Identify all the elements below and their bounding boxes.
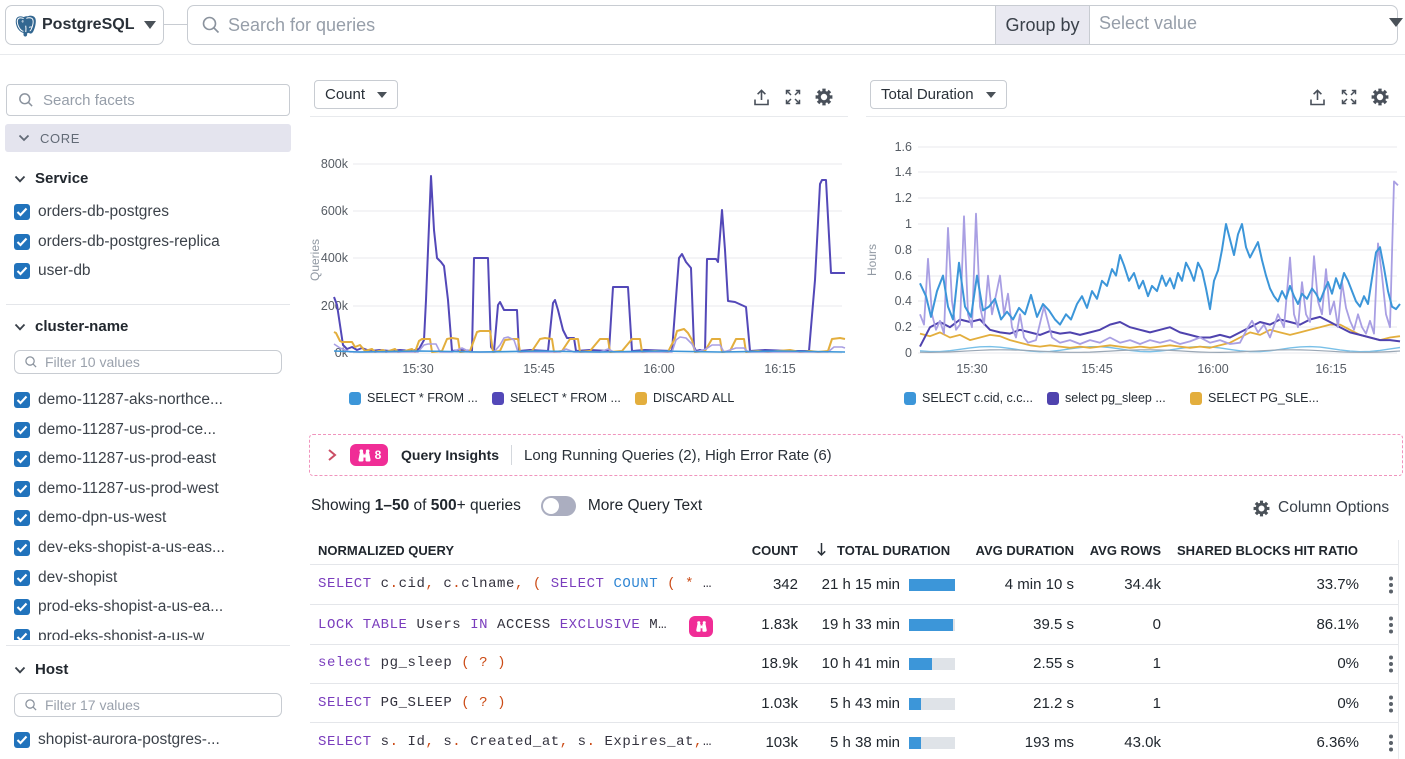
svg-text:16:15: 16:15 bbox=[764, 362, 795, 376]
svg-text:0.8: 0.8 bbox=[895, 243, 912, 257]
svg-text:16:15: 16:15 bbox=[1315, 362, 1346, 376]
svg-text:1.4: 1.4 bbox=[895, 165, 912, 179]
svg-text:0.6: 0.6 bbox=[895, 269, 912, 283]
svg-text:15:30: 15:30 bbox=[956, 362, 987, 376]
svg-text:800k: 800k bbox=[321, 157, 349, 171]
svg-text:1.6: 1.6 bbox=[895, 140, 912, 154]
svg-text:16:00: 16:00 bbox=[1197, 362, 1228, 376]
svg-text:15:45: 15:45 bbox=[523, 362, 554, 376]
svg-text:1: 1 bbox=[905, 217, 912, 231]
svg-text:0.2: 0.2 bbox=[895, 320, 912, 334]
svg-text:Queries: Queries bbox=[310, 239, 322, 281]
svg-text:15:45: 15:45 bbox=[1081, 362, 1112, 376]
svg-text:Hours: Hours bbox=[866, 244, 879, 276]
svg-text:1.2: 1.2 bbox=[895, 191, 912, 205]
svg-text:400k: 400k bbox=[321, 251, 349, 265]
svg-text:600k: 600k bbox=[321, 204, 349, 218]
svg-text:0: 0 bbox=[905, 346, 912, 360]
svg-text:16:00: 16:00 bbox=[643, 362, 674, 376]
svg-text:0.4: 0.4 bbox=[895, 294, 912, 308]
svg-text:15:30: 15:30 bbox=[402, 362, 433, 376]
svg-text:200k: 200k bbox=[321, 299, 349, 313]
